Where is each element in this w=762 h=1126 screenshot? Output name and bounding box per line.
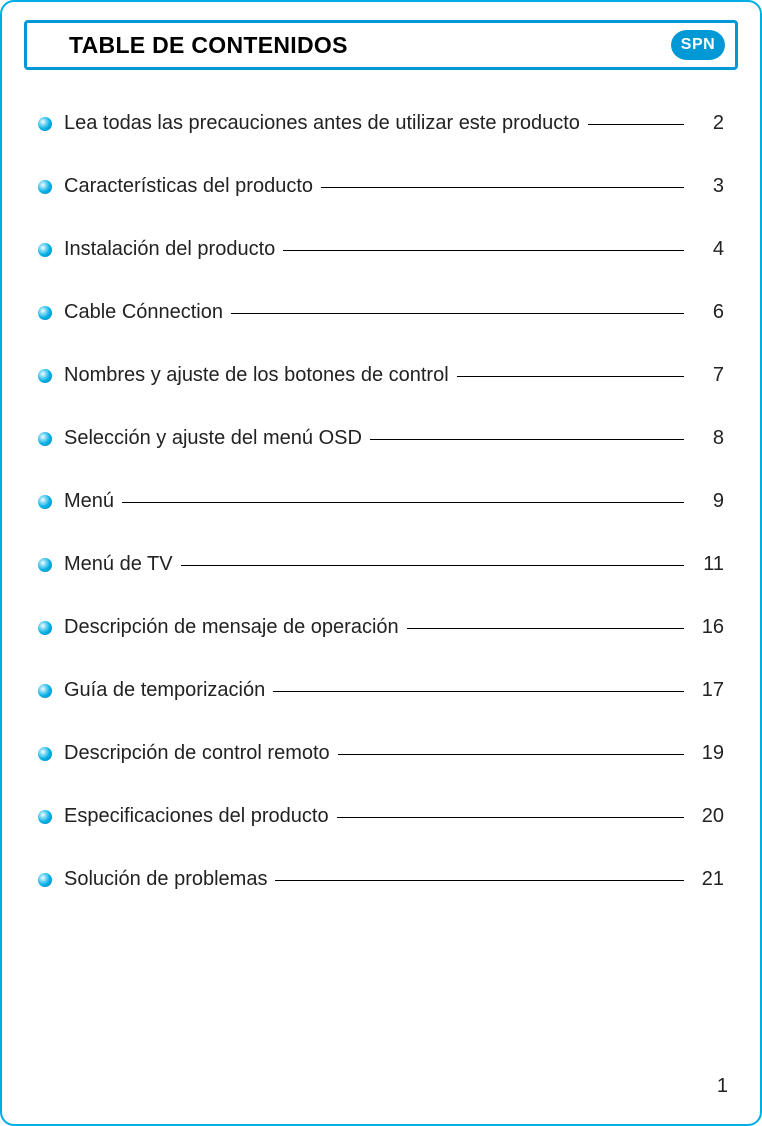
toc-page-number: 19 <box>696 742 724 765</box>
leader-line <box>275 880 684 881</box>
toc-page-number: 16 <box>696 616 724 639</box>
leader-line <box>370 439 684 440</box>
toc-row: Descripción de mensaje de operación 16 <box>38 616 724 639</box>
toc-page-number: 4 <box>696 238 724 261</box>
leader-line <box>337 817 684 818</box>
toc-row: Nombres y ajuste de los botones de contr… <box>38 364 724 387</box>
toc-page-number: 21 <box>696 868 724 891</box>
toc-page-number: 2 <box>696 112 724 135</box>
toc-row: Menú 9 <box>38 490 724 513</box>
leader-line <box>122 502 684 503</box>
bullet-icon <box>38 810 52 824</box>
toc-label: Cable Cónnection <box>64 301 223 324</box>
bullet-icon <box>38 684 52 698</box>
toc-label: Guía de temporización <box>64 679 265 702</box>
toc-page-number: 8 <box>696 427 724 450</box>
toc-row: Guía de temporización 17 <box>38 679 724 702</box>
bullet-icon <box>38 558 52 572</box>
title-bar: TABLE DE CONTENIDOS SPN <box>24 20 738 70</box>
bullet-icon <box>38 243 52 257</box>
toc-row: Descripción de control remoto 19 <box>38 742 724 765</box>
leader-line <box>407 628 684 629</box>
leader-line <box>231 313 684 314</box>
toc-label: Solución de problemas <box>64 868 267 891</box>
bullet-icon <box>38 873 52 887</box>
leader-line <box>457 376 684 377</box>
leader-line <box>181 565 684 566</box>
toc-page-number: 11 <box>696 553 724 576</box>
toc-label: Selección y ajuste del menú OSD <box>64 427 362 450</box>
toc-row: Características del producto 3 <box>38 175 724 198</box>
page-number: 1 <box>717 1075 728 1098</box>
bullet-icon <box>38 369 52 383</box>
toc-label: Características del producto <box>64 175 313 198</box>
toc-row: Especificaciones del producto 20 <box>38 805 724 828</box>
toc-label: Descripción de control remoto <box>64 742 330 765</box>
toc-label: Menú de TV <box>64 553 173 576</box>
toc-row: Cable Cónnection 6 <box>38 301 724 324</box>
toc-page: TABLE DE CONTENIDOS SPN Lea todas las pr… <box>0 0 762 1126</box>
toc-page-number: 6 <box>696 301 724 324</box>
page-title: TABLE DE CONTENIDOS <box>69 32 348 59</box>
toc-page-number: 9 <box>696 490 724 513</box>
bullet-icon <box>38 306 52 320</box>
bullet-icon <box>38 117 52 131</box>
toc-label: Menú <box>64 490 114 513</box>
toc-row: Menú de TV 11 <box>38 553 724 576</box>
bullet-icon <box>38 495 52 509</box>
toc-list: Lea todas las precauciones antes de util… <box>24 112 738 891</box>
leader-line <box>283 250 684 251</box>
bullet-icon <box>38 747 52 761</box>
toc-label: Descripción de mensaje de operación <box>64 616 399 639</box>
toc-label: Especificaciones del producto <box>64 805 329 828</box>
toc-row: Selección y ajuste del menú OSD 8 <box>38 427 724 450</box>
leader-line <box>321 187 684 188</box>
bullet-icon <box>38 621 52 635</box>
toc-page-number: 3 <box>696 175 724 198</box>
toc-label: Lea todas las precauciones antes de util… <box>64 112 580 135</box>
leader-line <box>273 691 684 692</box>
toc-row: Lea todas las precauciones antes de util… <box>38 112 724 135</box>
toc-label: Instalación del producto <box>64 238 275 261</box>
toc-label: Nombres y ajuste de los botones de contr… <box>64 364 449 387</box>
toc-row: Solución de problemas 21 <box>38 868 724 891</box>
bullet-icon <box>38 180 52 194</box>
toc-page-number: 7 <box>696 364 724 387</box>
language-badge: SPN <box>671 30 725 60</box>
bullet-icon <box>38 432 52 446</box>
toc-row: Instalación del producto 4 <box>38 238 724 261</box>
toc-page-number: 17 <box>696 679 724 702</box>
leader-line <box>338 754 684 755</box>
leader-line <box>588 124 684 125</box>
toc-page-number: 20 <box>696 805 724 828</box>
